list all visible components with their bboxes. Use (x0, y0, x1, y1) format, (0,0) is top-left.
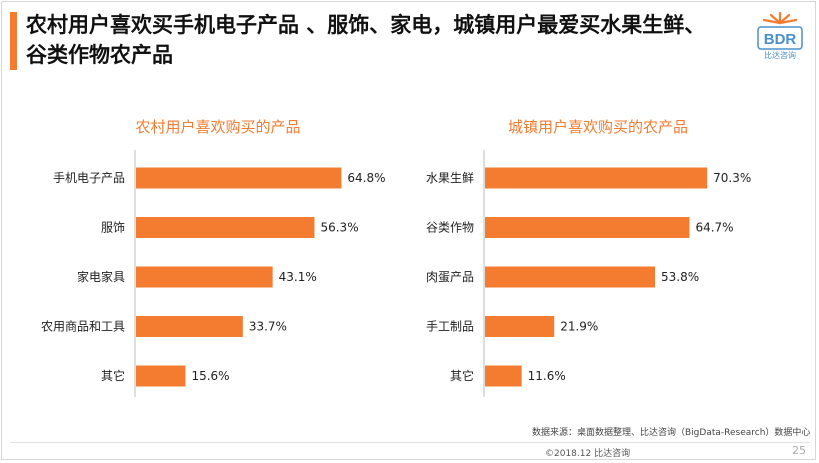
bdr-logo-icon: BDR (757, 11, 803, 50)
bar (485, 217, 690, 238)
bar (136, 266, 273, 288)
category-label: 手工制品 (426, 320, 474, 334)
logo-subtext: 比达咨询 (764, 51, 796, 60)
category-label: 服饰 (101, 221, 125, 235)
value-label: 33.7% (249, 320, 287, 334)
bar (136, 217, 315, 238)
category-label: 水果生鲜 (426, 171, 474, 185)
bar (136, 365, 186, 387)
value-label: 15.6% (191, 369, 229, 383)
category-label: 家电家具 (77, 269, 125, 284)
logo-text: BDR (764, 31, 797, 48)
chart-urban-products: 水果生鲜 70.3% 谷类作物 64.7% 肉蛋产品 53.8% 手工制品 21.9% 其它 11… (426, 150, 751, 397)
category-label: 肉蛋产品 (426, 270, 474, 284)
page-title: 农村用户喜欢买手机电子产品 、服饰、家电，城镇用户最爱买水果生鲜、谷类作物农产品 (26, 13, 706, 67)
value-label: 70.3% (713, 171, 751, 185)
chart-title-rural: 农村用户喜欢购买的产品 (135, 118, 301, 136)
category-label: 其它 (450, 368, 474, 383)
category-label: 农用商品和工具 (41, 319, 125, 334)
bar (136, 316, 243, 337)
category-label: 手机电子产品 (53, 171, 125, 185)
value-label: 11.6% (528, 369, 566, 383)
value-label: 21.9% (560, 320, 598, 334)
category-label: 谷类作物 (426, 221, 474, 235)
value-label: 43.1% (279, 270, 317, 284)
value-label: 53.8% (661, 270, 699, 284)
chart-rural-products: 手机电子产品 64.8% 服饰 56.3% 家电家具 43.1% 农用商品和工具 33.7% 其… (41, 150, 386, 397)
bar (136, 167, 342, 189)
title-accent-bar (10, 12, 17, 70)
page-number: 25 (792, 444, 806, 457)
bar (485, 167, 708, 189)
value-label: 64.8% (347, 171, 385, 185)
bdr-logo: BDR 比达咨询 (752, 9, 808, 61)
bar (485, 316, 555, 337)
footer-divider (10, 442, 810, 443)
value-label: 56.3% (320, 221, 358, 235)
copyright: ©2018.12 比达咨询 (545, 449, 631, 459)
bar (485, 365, 522, 387)
category-label: 其它 (101, 368, 125, 383)
source-note: 数据来源：桌面数据整理、比达咨询（BigData-Research）数据中心 (532, 428, 811, 438)
value-label: 64.7% (695, 221, 733, 235)
chart-title-urban: 城镇用户喜欢购买的农产品 (507, 118, 688, 136)
bar (485, 266, 656, 288)
